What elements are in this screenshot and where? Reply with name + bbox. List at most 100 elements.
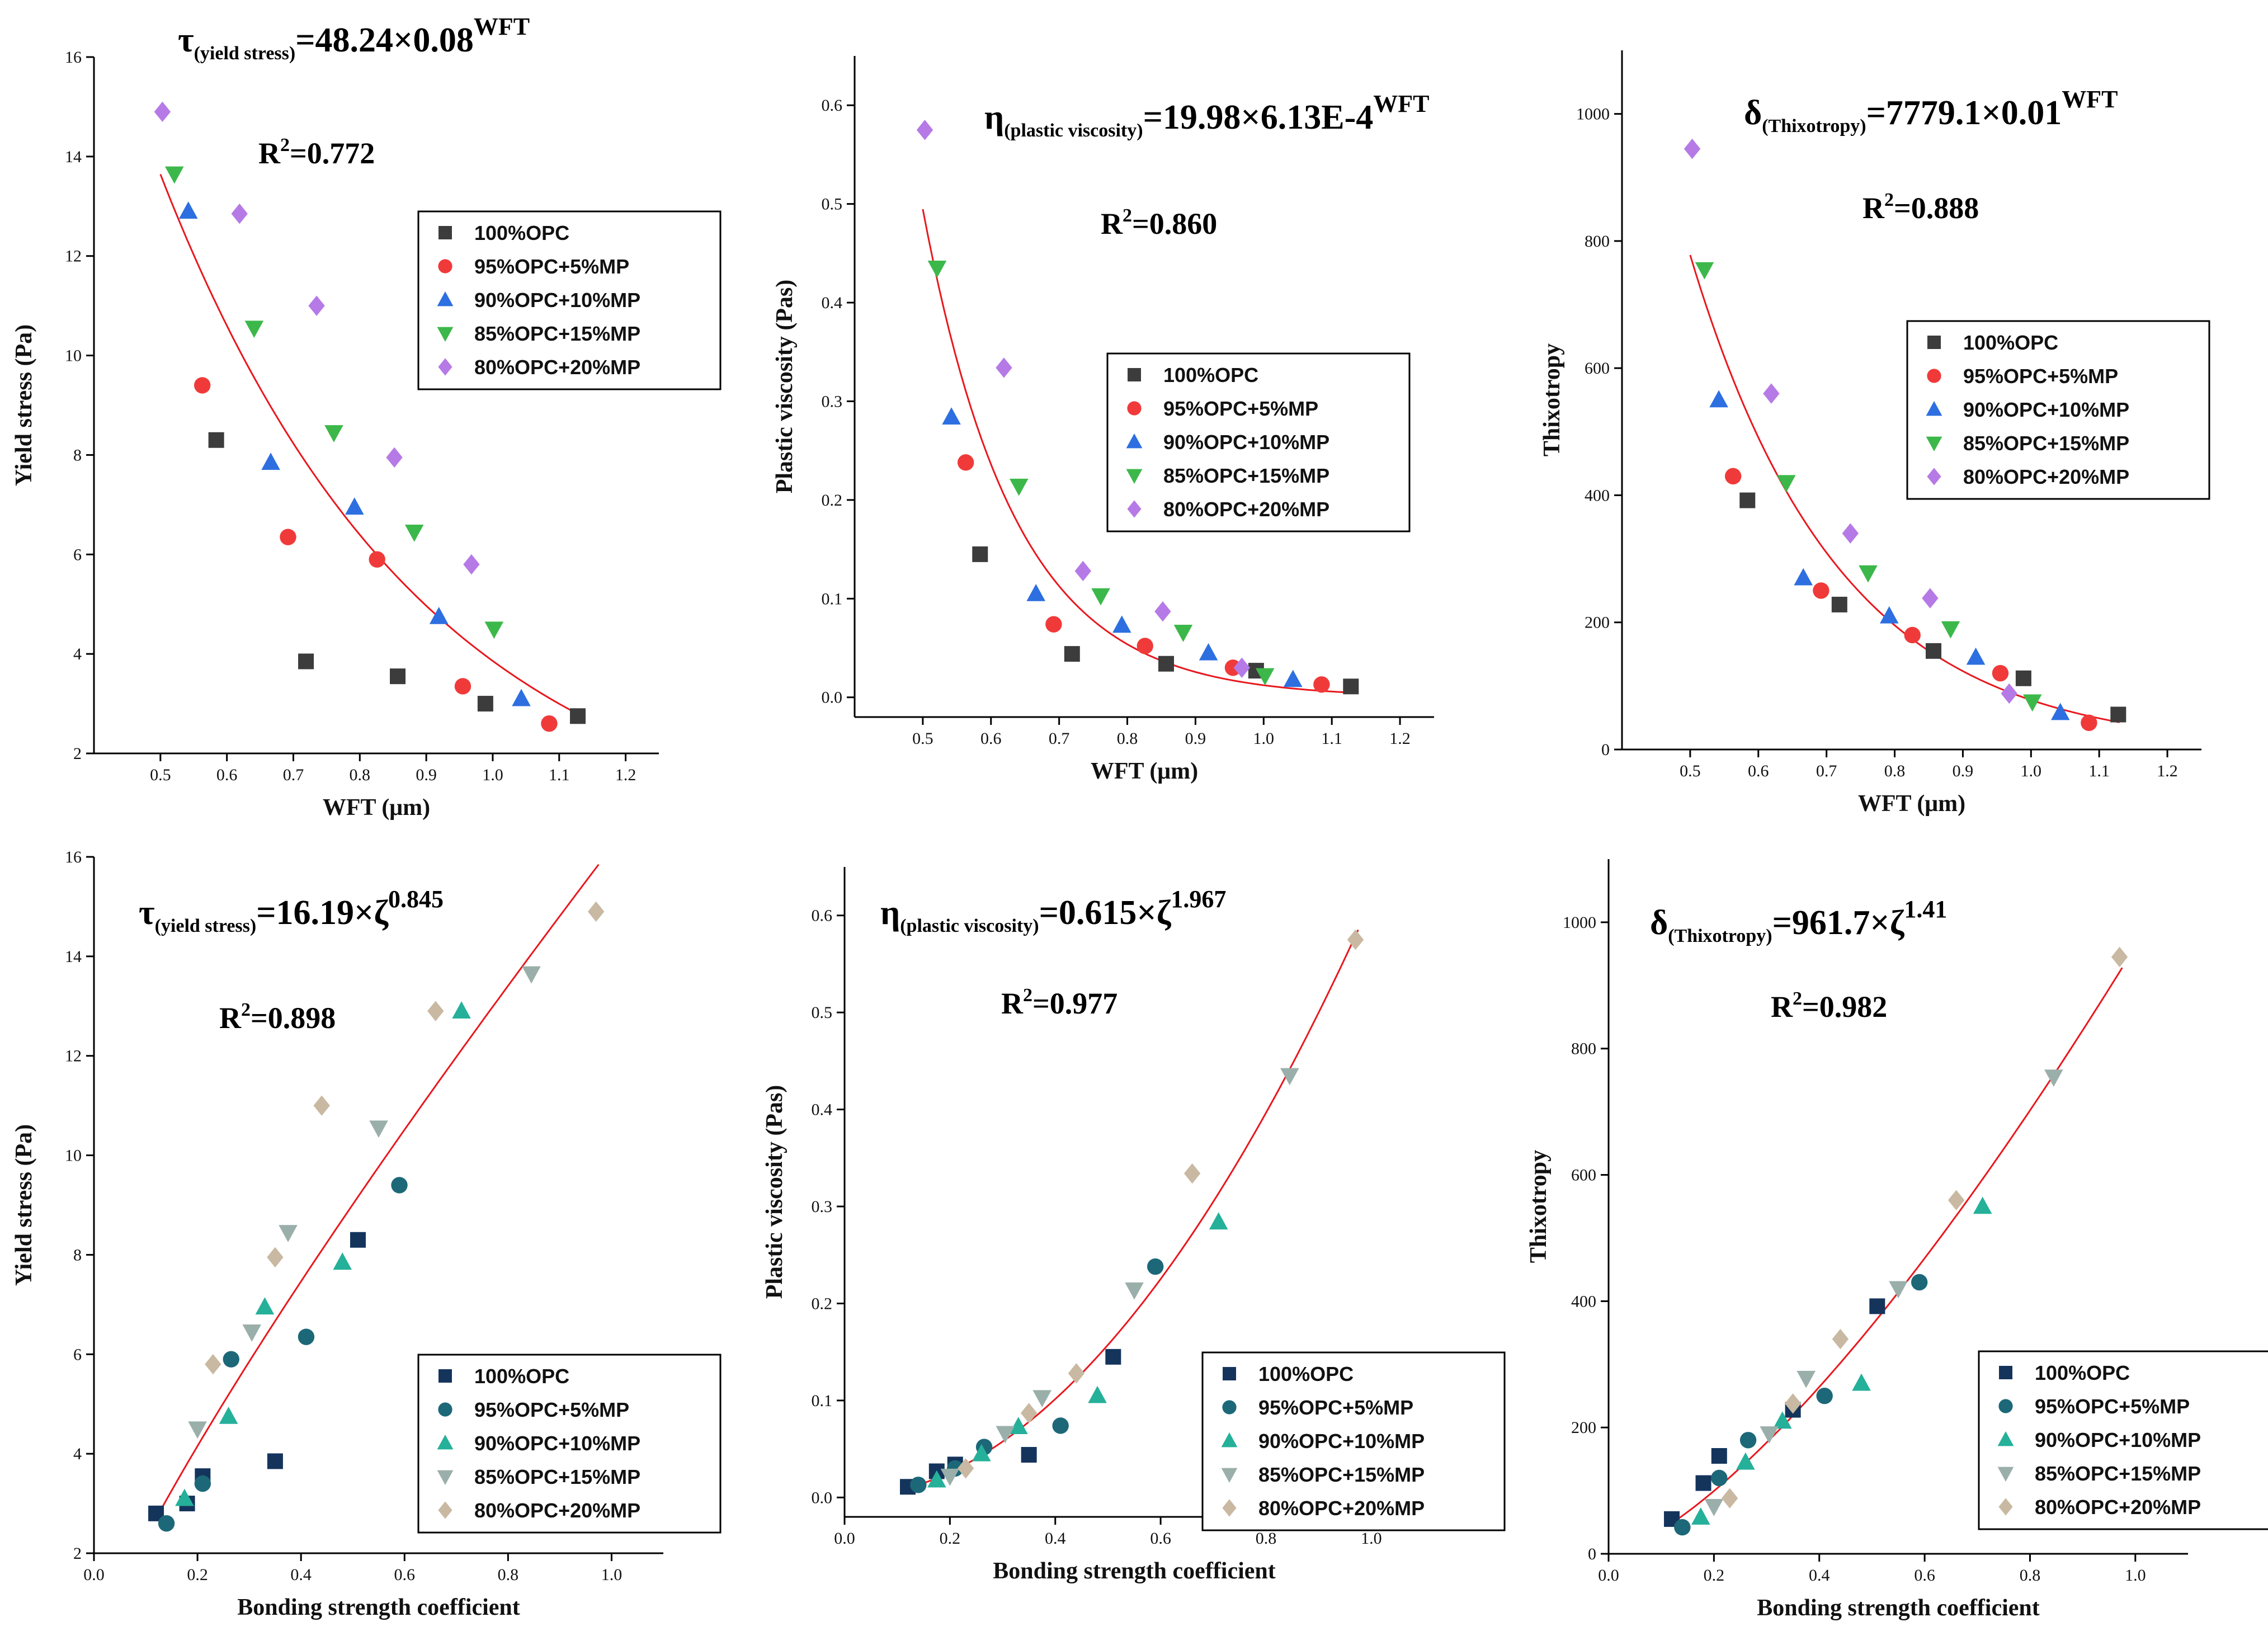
y-tick-label: 10 [65,347,82,365]
x-tick-label: 0.4 [290,1566,312,1584]
data-point [231,203,248,224]
data-point [1021,1447,1037,1463]
data-point [1074,560,1092,582]
data-point [333,1252,352,1270]
x-tick-label: 1.0 [482,766,503,784]
r-squared-sup: 2 [1123,205,1132,226]
data-point [940,1468,960,1486]
data-point [1904,626,1921,644]
y-tick-label: 0.2 [822,491,843,510]
r-squared-value: =0.977 [1032,987,1118,1020]
y-tick-label: 0.1 [822,590,843,608]
data-point [1691,1507,1710,1525]
y-tick-label: 200 [1585,614,1610,632]
legend-label: 80%OPC+20%MP [1258,1497,1425,1520]
legend-marker [1926,401,1942,416]
fit-curve [160,864,600,1510]
data-point [280,529,296,545]
legend-label: 100%OPC [1163,364,1258,386]
legend-label: 100%OPC [1963,331,2058,354]
data-point [1674,1519,1691,1536]
series-100-opc [208,432,586,724]
r-squared-sup: 2 [1023,985,1032,1006]
r-squared-label: R [1863,191,1885,225]
data-point [1105,1349,1121,1365]
data-point [1125,1282,1144,1300]
legend-marker [438,226,452,239]
data-point [350,1232,366,1248]
data-point [1831,596,1847,612]
data-point [463,554,480,575]
r-squared-label: R [1771,990,1793,1024]
data-point [2081,714,2097,731]
legend-label: 95%OPC+5%MP [1163,397,1318,420]
legend-marker [1126,469,1143,484]
data-point [1832,1328,1849,1350]
x-tick-label: 0.0 [83,1566,105,1584]
data-point [587,901,605,922]
data-point [1704,1499,1724,1516]
data-point [1816,1388,1833,1404]
fit-equation: δ(Thixotropy)=961.7×ζ1.41 [1650,895,1947,946]
legend: 100%OPC 95%OPC+5%MP 90%OPC+10%MP 85%OPC+15%… [1978,1350,2268,1530]
legend-marker [437,327,454,342]
r-squared-label: R [1101,207,1123,241]
data-point [154,101,171,122]
legend-label: 100%OPC [474,221,569,244]
legend-marker [1128,368,1141,381]
data-point [324,425,343,442]
legend-marker [1997,1431,2014,1446]
x-tick-label: 0.5 [912,729,933,748]
data-point [1869,1298,1885,1314]
data-point [244,320,264,338]
data-point [477,696,493,712]
legend-box [417,1354,722,1534]
x-tick-label: 0.2 [940,1529,961,1548]
y-tick-label: 8 [73,446,82,464]
data-point [1045,616,1062,633]
legend-box [1978,1350,2268,1530]
legend-label: 80%OPC+20%MP [474,356,640,379]
panel-bottom-middle: 0.0 0.2 0.4 0.6 0.8 1.0 0.0 0.1 0.2 0.3 0.4 0.5 0.6 B… [762,867,1506,1584]
legend-label: 90%OPC+10%MP [474,289,640,312]
legend-marker [1927,369,1941,383]
y-tick-label: 14 [65,148,82,166]
series-100-opc [1739,492,2126,723]
legend-label: 85%OPC+15%MP [474,322,640,345]
r-squared-value: =0.898 [251,1001,336,1035]
y-tick-label: 0.3 [822,392,843,411]
legend-marker [1927,336,1941,349]
data-point [188,1421,207,1439]
data-point [1695,262,1714,280]
x-tick-label: 0.0 [834,1529,855,1548]
data-point [386,447,403,468]
x-axis-label: WFT (μm) [1858,791,1965,817]
y-tick-label: 0.2 [812,1294,833,1313]
data-point [205,1354,221,1375]
legend-label: 95%OPC+5%MP [474,255,629,278]
y-axis-label: Yield stress (Pa) [11,324,37,486]
x-tick-label: 1.1 [1321,729,1342,748]
x-tick-label: 1.1 [549,766,570,784]
x-tick-label: 1.0 [601,1566,623,1584]
r-squared-label: R [1001,987,1024,1020]
x-tick-label: 1.0 [2125,1566,2146,1585]
equation-subscript: (plastic viscosity) [900,916,1039,936]
data-point [369,1120,388,1138]
data-point [404,524,424,542]
series-85-opc-15-mp [927,260,1275,686]
data-point [1137,638,1153,654]
series-90-opc-10-mp [1691,1196,1992,1525]
x-tick-label: 0.8 [2020,1566,2041,1585]
data-point [1739,492,1756,508]
data-point [454,678,471,695]
r-squared: R2=0.860 [1101,205,1217,241]
data-point [1842,523,1859,544]
panel-top-left: 0.5 0.6 0.7 0.8 0.9 1.0 1.1 1.2 2 4 6 8 10 12 14 16 WFT … [11,13,722,821]
y-axis-label: Yield stress (Pa) [11,1124,37,1286]
equation-body: =0.615×ζ [1039,894,1172,932]
y-tick-label: 8 [73,1246,82,1264]
legend-label: 90%OPC+10%MP [2035,1429,2201,1451]
data-point [1711,1448,1727,1464]
y-axis-label: Thixotropy [1526,1150,1552,1263]
